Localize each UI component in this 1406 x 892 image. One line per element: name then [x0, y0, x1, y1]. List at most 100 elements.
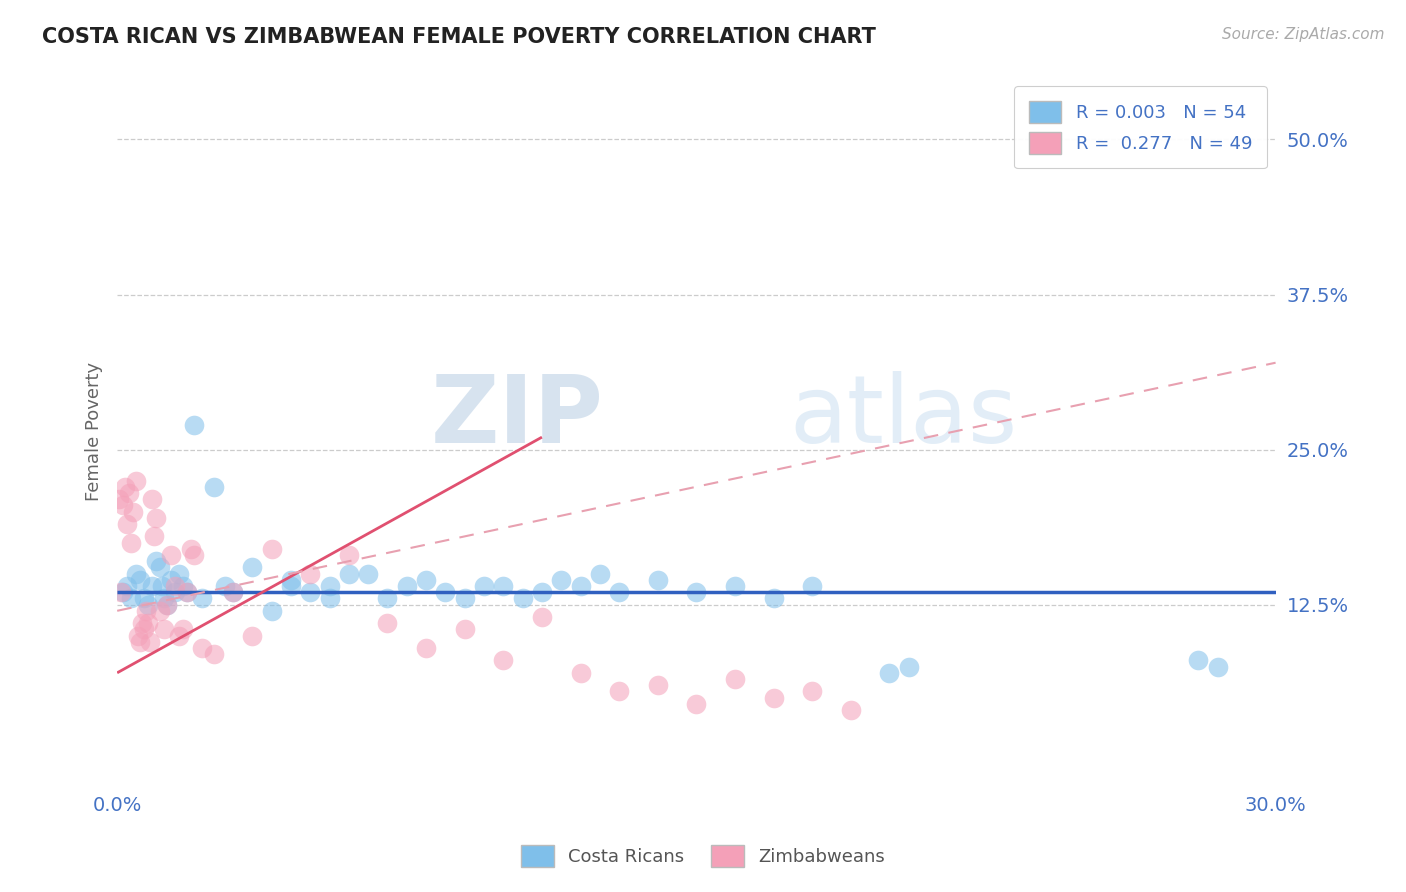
- Point: [118, 486, 141, 500]
- Point: [142, 529, 165, 543]
- Point: [135, 604, 157, 618]
- Point: [141, 492, 163, 507]
- Point: [222, 585, 245, 599]
- Point: [134, 623, 156, 637]
- Point: [139, 635, 162, 649]
- Point: [879, 665, 901, 680]
- Point: [136, 616, 159, 631]
- Point: [150, 579, 173, 593]
- Point: [115, 579, 138, 593]
- Point: [145, 510, 167, 524]
- Point: [160, 573, 183, 587]
- Point: [318, 579, 340, 593]
- Point: [454, 591, 477, 606]
- Point: [647, 573, 669, 587]
- Text: ZIP: ZIP: [430, 371, 603, 463]
- Legend: Costa Ricans, Zimbabweans: Costa Ricans, Zimbabweans: [513, 838, 893, 874]
- Point: [172, 623, 194, 637]
- Point: [415, 573, 437, 587]
- Point: [160, 548, 183, 562]
- Point: [152, 623, 174, 637]
- Point: [120, 591, 142, 606]
- Point: [191, 640, 214, 655]
- Point: [121, 505, 143, 519]
- Point: [183, 417, 205, 432]
- Point: [395, 579, 418, 593]
- Point: [149, 560, 172, 574]
- Point: [550, 573, 572, 587]
- Point: [801, 579, 824, 593]
- Point: [141, 579, 163, 593]
- Point: [318, 591, 340, 606]
- Text: COSTA RICAN VS ZIMBABWEAN FEMALE POVERTY CORRELATION CHART: COSTA RICAN VS ZIMBABWEAN FEMALE POVERTY…: [42, 27, 876, 46]
- Point: [492, 579, 515, 593]
- Point: [530, 585, 553, 599]
- Point: [454, 623, 477, 637]
- Point: [156, 598, 179, 612]
- Point: [377, 616, 399, 631]
- Point: [472, 579, 495, 593]
- Point: [110, 585, 132, 599]
- Point: [357, 566, 380, 581]
- Point: [167, 566, 190, 581]
- Point: [377, 591, 399, 606]
- Point: [569, 665, 592, 680]
- Point: [299, 585, 322, 599]
- Point: [569, 579, 592, 593]
- Point: [839, 703, 862, 717]
- Point: [240, 560, 263, 574]
- Point: [180, 541, 202, 556]
- Point: [607, 684, 630, 698]
- Point: [530, 610, 553, 624]
- Point: [115, 516, 138, 531]
- Point: [724, 672, 747, 686]
- Point: [125, 474, 148, 488]
- Point: [492, 653, 515, 667]
- Point: [1206, 659, 1229, 673]
- Point: [1187, 653, 1209, 667]
- Point: [111, 585, 134, 599]
- Point: [260, 541, 283, 556]
- Point: [214, 579, 236, 593]
- Point: [415, 640, 437, 655]
- Point: [647, 678, 669, 692]
- Point: [762, 690, 785, 705]
- Point: [512, 591, 534, 606]
- Point: [167, 629, 190, 643]
- Point: [280, 573, 302, 587]
- Legend: R = 0.003   N = 54, R =  0.277   N = 49: R = 0.003 N = 54, R = 0.277 N = 49: [1014, 87, 1267, 169]
- Point: [607, 585, 630, 599]
- Point: [191, 591, 214, 606]
- Point: [222, 585, 245, 599]
- Point: [299, 566, 322, 581]
- Point: [202, 647, 225, 661]
- Point: [111, 499, 134, 513]
- Point: [762, 591, 785, 606]
- Y-axis label: Female Poverty: Female Poverty: [86, 361, 103, 500]
- Point: [202, 480, 225, 494]
- Point: [114, 480, 136, 494]
- Point: [136, 598, 159, 612]
- Point: [176, 585, 198, 599]
- Point: [801, 684, 824, 698]
- Point: [134, 591, 156, 606]
- Point: [172, 579, 194, 593]
- Text: atlas: atlas: [789, 371, 1018, 463]
- Point: [127, 629, 149, 643]
- Point: [129, 635, 152, 649]
- Point: [337, 566, 360, 581]
- Point: [260, 604, 283, 618]
- Point: [176, 585, 198, 599]
- Point: [434, 585, 457, 599]
- Point: [183, 548, 205, 562]
- Point: [589, 566, 612, 581]
- Point: [724, 579, 747, 593]
- Point: [165, 585, 187, 599]
- Point: [240, 629, 263, 643]
- Point: [165, 579, 187, 593]
- Point: [129, 573, 152, 587]
- Point: [156, 598, 179, 612]
- Point: [152, 591, 174, 606]
- Point: [280, 579, 302, 593]
- Point: [145, 554, 167, 568]
